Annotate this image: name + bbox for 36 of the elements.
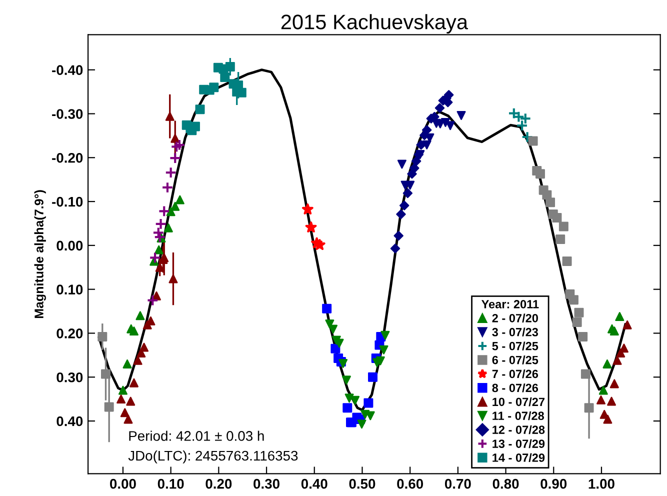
legend-label: 3 - 07/23 xyxy=(492,328,538,336)
y-tick-label: -0.40 xyxy=(52,65,83,76)
x-tick-label: 1.00 xyxy=(588,478,614,489)
x-tick-label: 0.80 xyxy=(492,478,519,489)
x-tick-label: 0.20 xyxy=(206,478,232,489)
x-tick-label: 0.70 xyxy=(444,478,471,489)
x-tick-label: 0.40 xyxy=(301,478,328,489)
legend-label: 14 - 07/29 xyxy=(492,453,545,462)
x-tick-label: 0.30 xyxy=(254,478,280,489)
y-axis-title: Magnitude alpha(7.9°) xyxy=(34,190,46,318)
legend-label: 11 - 07/28 xyxy=(492,411,544,420)
legend-label: 7 - 07/26 xyxy=(492,369,538,378)
x-tick-label: 0.50 xyxy=(349,478,376,489)
legend-label: 12 - 07/28 xyxy=(492,425,545,434)
y-tick-label: 0.10 xyxy=(56,284,83,294)
x-tick-label: 0.60 xyxy=(397,478,424,489)
legend-label: 13 - 07/29 xyxy=(492,439,545,448)
legend-label: 6 - 07/25 xyxy=(492,356,538,364)
y-tick-label: 0.00 xyxy=(56,240,83,251)
y-tick-label: -0.20 xyxy=(52,152,83,163)
y-tick-label: 0.20 xyxy=(56,328,83,338)
legend-label: 5 - 07/25 xyxy=(492,342,538,350)
annotation: Period: 42.01 ± 0.03 h xyxy=(129,430,264,441)
legend-label: 2 - 07/20 xyxy=(492,314,538,322)
x-tick-label: 0.90 xyxy=(540,478,567,489)
x-tick-label: 0.10 xyxy=(158,478,184,489)
y-tick-label: -0.10 xyxy=(52,196,83,207)
x-tick-label: 0.00 xyxy=(110,478,136,489)
annotation: JDo(LTC): 2455763.116353 xyxy=(128,450,298,464)
y-tick-label: 0.30 xyxy=(56,372,83,382)
legend-label: 8 - 07/26 xyxy=(492,383,538,392)
legend-label: 10 - 07/27 xyxy=(492,397,544,406)
legend-title: Year: 2011 xyxy=(481,300,539,308)
chart-title: 2015 Kachuevskaya xyxy=(281,14,468,34)
y-tick-label: 0.40 xyxy=(56,416,83,426)
y-tick-label: -0.30 xyxy=(52,109,83,119)
